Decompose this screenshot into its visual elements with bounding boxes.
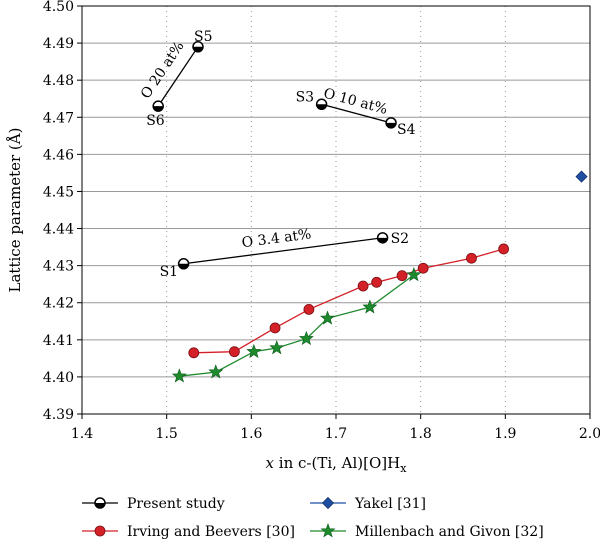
y-tick-label: 4.48 xyxy=(43,73,74,89)
millenbach-givon-point xyxy=(298,330,314,346)
millenbach-givon-point xyxy=(362,299,378,314)
x-tick-label: 1.5 xyxy=(156,426,178,442)
oxygen-annotation: O 20 at% xyxy=(138,39,188,102)
y-tick-label: 4.40 xyxy=(43,370,74,386)
millenbach-givon-point xyxy=(171,368,187,383)
irving-beevers-point xyxy=(269,322,281,334)
irving-beevers-point xyxy=(371,276,383,288)
x-tick-label: 1.8 xyxy=(410,426,432,442)
present-study-line xyxy=(157,46,199,107)
x-tick-label: 1.4 xyxy=(71,426,93,442)
x-tick-label: 1.7 xyxy=(325,426,347,442)
irving-beevers-point xyxy=(357,280,369,292)
present-study-line xyxy=(321,103,392,124)
present-study-point xyxy=(315,98,328,111)
oxygen-annotation: O 3.4 at% xyxy=(241,226,312,251)
millenbach-givon-point xyxy=(406,267,422,282)
legend-entry: Irving and Beevers [30] xyxy=(82,524,295,540)
legend-marker xyxy=(321,496,335,510)
sample-label: S6 xyxy=(146,113,165,129)
legend-marker xyxy=(320,523,336,538)
legend-label: Millenbach and Givon [32] xyxy=(355,524,544,540)
legend-label: Present study xyxy=(127,496,225,512)
irving-beevers-point xyxy=(466,252,477,264)
x-tick-label: 1.9 xyxy=(494,426,516,442)
millenbach-givon-point xyxy=(269,340,285,355)
y-tick-label: 4.50 xyxy=(43,0,74,15)
millenbach-givon-point xyxy=(208,364,224,379)
yakel-point xyxy=(575,170,588,183)
irving-beevers-line xyxy=(193,248,504,354)
sample-label: S1 xyxy=(160,264,179,280)
present-study-point xyxy=(152,100,164,112)
irving-beevers-point xyxy=(498,243,510,255)
y-tick-label: 4.49 xyxy=(43,36,74,52)
legend-entry: Present study xyxy=(82,496,225,512)
present-study-point xyxy=(177,258,190,270)
irving-beevers-point xyxy=(396,270,408,282)
y-tick-label: 4.42 xyxy=(43,296,74,312)
legend-entry: Millenbach and Givon [32] xyxy=(310,523,544,540)
sample-label: S3 xyxy=(296,89,315,105)
irving-beevers-point xyxy=(303,304,315,315)
y-tick-label: 4.45 xyxy=(43,184,74,200)
sample-label: S5 xyxy=(194,29,213,45)
legend: Present study Yakel [31] Irving and Beever… xyxy=(82,496,544,540)
legend-label: Yakel [31] xyxy=(354,496,426,512)
legend-label: Irving and Beevers [30] xyxy=(127,524,295,540)
y-tick-label: 4.44 xyxy=(43,222,74,238)
x-axis-label: x in c-(Ti, Al)[O]Hx xyxy=(266,454,408,475)
legend-entry: Yakel [31] xyxy=(310,496,426,512)
present-study-point xyxy=(385,117,397,129)
legend-marker xyxy=(94,497,106,509)
present-study-point xyxy=(376,232,389,244)
sample-label: S4 xyxy=(397,122,416,138)
y-tick-label: 4.46 xyxy=(43,147,74,163)
present-study-point xyxy=(192,41,204,53)
y-axis-label: Lattice parameter (Å) xyxy=(6,128,24,293)
present-study-line xyxy=(183,237,383,265)
series xyxy=(157,46,504,377)
irving-beevers-point xyxy=(228,346,240,358)
x-tick-label: 2.0 xyxy=(579,426,600,442)
sample-label: S2 xyxy=(391,231,410,247)
legend-marker xyxy=(94,525,106,537)
millenbach-givon-line xyxy=(179,274,415,377)
y-tick-label: 4.39 xyxy=(43,407,74,423)
y-tick-label: 4.43 xyxy=(43,259,74,275)
y-tick-label: 4.41 xyxy=(43,333,74,349)
irving-beevers-point xyxy=(417,262,429,274)
irving-beevers-point xyxy=(188,347,200,359)
millenbach-givon-point xyxy=(320,310,336,325)
axis-ticks: 4.39 4.40 4.41 4.42 4.43 4.44 4.45 4.46 4.47 4.48… xyxy=(43,0,600,442)
x-tick-label: 1.6 xyxy=(240,426,262,442)
y-tick-label: 4.47 xyxy=(43,110,74,126)
markers xyxy=(152,41,588,383)
millenbach-givon-point xyxy=(246,343,262,359)
